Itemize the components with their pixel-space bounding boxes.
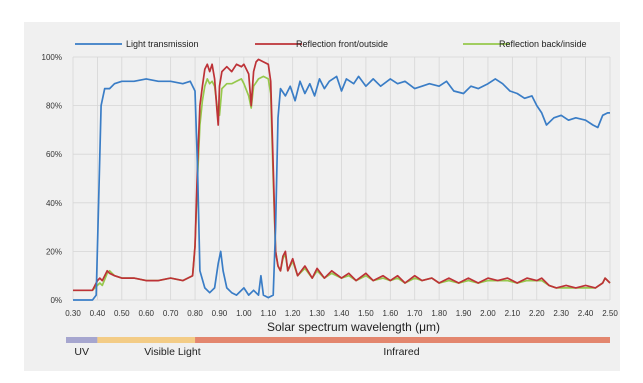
x-tick-label: 0.40 bbox=[90, 309, 106, 318]
legend-label: Reflection back/inside bbox=[499, 39, 587, 49]
x-axis-title: Solar spectrum wavelength (μm) bbox=[267, 320, 440, 334]
x-tick-label: 0.60 bbox=[138, 309, 154, 318]
x-tick-label: 2.00 bbox=[480, 309, 496, 318]
x-tick-label: 2.50 bbox=[602, 309, 618, 318]
y-tick-label: 40% bbox=[46, 199, 62, 208]
x-tick-label: 1.80 bbox=[431, 309, 447, 318]
y-tick-labels: 0% 20% 40% 60% 80% 100% bbox=[42, 53, 62, 305]
x-tick-label: 0.70 bbox=[163, 309, 179, 318]
band-label: Infrared bbox=[383, 346, 419, 358]
band-uv bbox=[66, 337, 98, 343]
y-tick-label: 20% bbox=[46, 247, 62, 256]
legend-label: Light transmission bbox=[126, 39, 199, 49]
legend-label: Reflection front/outside bbox=[296, 39, 388, 49]
band-label: Visible Light bbox=[144, 346, 201, 358]
x-tick-label: 0.30 bbox=[65, 309, 81, 318]
band-label: UV bbox=[74, 346, 89, 358]
y-tick-label: 100% bbox=[42, 53, 62, 62]
spectrum-bands: UV Visible Light Infrared bbox=[66, 337, 610, 358]
x-tick-label: 2.30 bbox=[553, 309, 569, 318]
x-tick-label: 1.10 bbox=[260, 309, 276, 318]
chart-panel bbox=[24, 22, 620, 371]
x-tick-label: 1.70 bbox=[407, 309, 423, 318]
x-tick-label: 2.20 bbox=[529, 309, 545, 318]
x-tick-label: 1.90 bbox=[456, 309, 472, 318]
series-layer bbox=[73, 58, 611, 301]
x-tick-label: 0.90 bbox=[212, 309, 228, 318]
series-line-light-transmission bbox=[73, 75, 610, 301]
x-tick-label: 1.30 bbox=[309, 309, 325, 318]
x-tick-labels: 0.30 0.40 0.50 0.60 0.70 0.80 0.90 1.00 1.10 1.20… bbox=[65, 309, 618, 318]
x-tick-label: 1.20 bbox=[285, 309, 301, 318]
series-line-reflection-front-outside bbox=[73, 58, 611, 292]
x-tick-label: 2.10 bbox=[505, 309, 521, 318]
x-tick-label: 1.40 bbox=[334, 309, 350, 318]
x-tick-label: 1.50 bbox=[358, 309, 374, 318]
grid-layer bbox=[72, 56, 611, 301]
x-tick-label: 0.80 bbox=[187, 309, 203, 318]
x-tick-label: 2.40 bbox=[578, 309, 594, 318]
x-tick-label: 1.00 bbox=[236, 309, 252, 318]
y-tick-label: 0% bbox=[50, 296, 62, 305]
band-infrared bbox=[195, 337, 610, 343]
y-tick-label: 60% bbox=[46, 150, 62, 159]
legend: Light transmission Reflection front/outsi… bbox=[75, 39, 587, 49]
x-tick-label: 0.50 bbox=[114, 309, 130, 318]
band-visible-light bbox=[97, 337, 196, 343]
y-tick-label: 80% bbox=[46, 102, 62, 111]
x-tick-label: 1.60 bbox=[383, 309, 399, 318]
